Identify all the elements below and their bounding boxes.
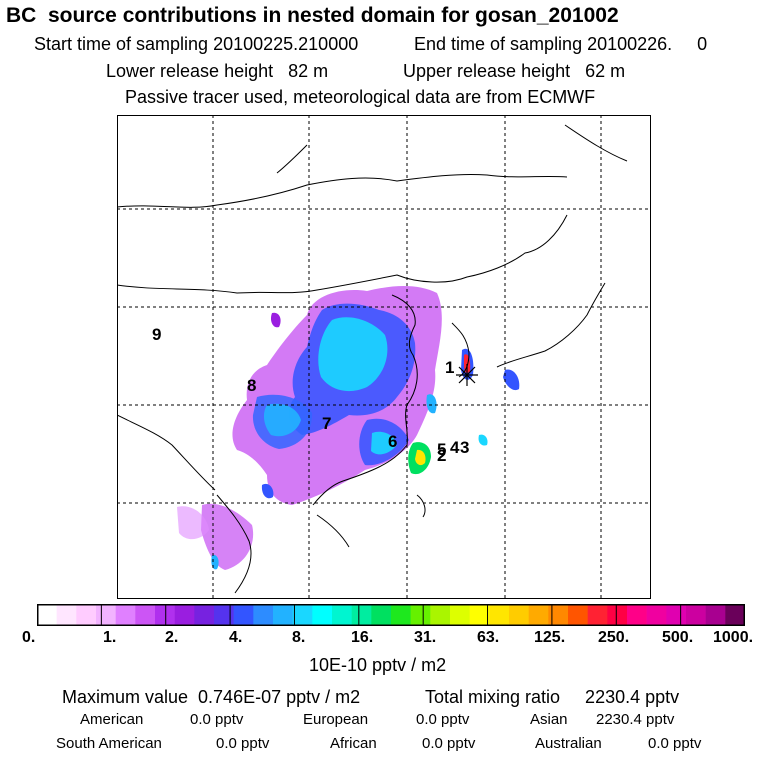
graticule <box>117 115 651 599</box>
american-label: American <box>80 711 144 728</box>
colorbar-frame <box>37 604 745 626</box>
colorbar-swatch <box>666 604 687 626</box>
colorbar-swatch <box>194 604 215 626</box>
contribution-field <box>177 286 520 570</box>
colorbar-swatch <box>174 604 195 626</box>
region-label-9: 9 <box>152 325 161 344</box>
american-value: 0.0 pptv <box>190 711 244 728</box>
colorbar-swatch <box>135 604 156 626</box>
lower-release-height: Lower release height 82 m <box>106 61 329 81</box>
colorbar-units: 10E-10 pptv / m2 <box>309 655 447 675</box>
colorbar-swatch <box>115 604 136 626</box>
european-value: 0.0 pptv <box>416 711 470 728</box>
colorbar-swatch <box>548 604 569 626</box>
region-label-7: 7 <box>322 414 331 433</box>
colorbar-tick-7: 63. <box>477 629 500 646</box>
colorbar-tick-0: 0. <box>22 629 36 646</box>
colorbar-swatch <box>96 604 116 626</box>
total-mixing-ratio: Total mixing ratio 2230.4 pptv <box>425 687 680 707</box>
asian-label: Asian <box>530 711 568 728</box>
region-label-4: 4 <box>450 438 460 457</box>
colorbar-swatch <box>568 604 588 626</box>
colorbar-swatch <box>686 604 706 626</box>
colorbar-swatch <box>646 604 667 626</box>
colorbar-swatch <box>450 604 470 626</box>
colorbar-swatch <box>214 604 234 626</box>
colorbar-swatch <box>391 604 411 626</box>
colorbar-swatch <box>56 604 77 626</box>
colorbar-tick-4: 8. <box>292 629 306 646</box>
colorbar-swatch <box>410 604 431 626</box>
colorbar-swatch <box>509 604 529 626</box>
colorbar-swatch <box>371 604 392 626</box>
colorbar-swatch <box>332 604 352 626</box>
start-time: Start time of sampling 20100225.210000 <box>34 34 359 54</box>
colorbar-tick-11: 1000. <box>713 629 754 646</box>
asterisk-receptor-icon <box>456 364 478 386</box>
colorbar-tick-3: 4. <box>229 629 243 646</box>
colorbar-swatch <box>489 604 510 626</box>
african-value: 0.0 pptv <box>422 735 476 752</box>
maximum-value: Maximum value 0.746E-07 pptv / m2 <box>62 687 361 707</box>
colorbar-swatch <box>76 604 97 626</box>
colorbar-swatch <box>430 604 451 626</box>
page-title: BC source contributions in nested domain… <box>6 4 619 27</box>
european-label: European <box>303 711 369 728</box>
colorbar-swatch <box>273 604 293 626</box>
region-label-8: 8 <box>247 376 256 395</box>
colorbar-tick-10: 500. <box>662 629 694 646</box>
colorbar-tick-1: 1. <box>103 629 117 646</box>
colorbar-tick-5: 16. <box>351 629 374 646</box>
upper-release-height: Upper release height 62 m <box>403 61 626 81</box>
tracer-note: Passive tracer used, meteorological data… <box>125 87 596 107</box>
colorbar-swatch <box>627 604 647 626</box>
colorbar-swatch <box>351 604 372 626</box>
end-time: End time of sampling 20100226. 0 <box>414 34 708 54</box>
source-contribution-map: 1 2 3 4 5 6 7 8 9 <box>117 115 651 599</box>
colorbar-swatch <box>155 604 175 626</box>
colorbar-swatch <box>233 604 254 626</box>
australian-label: Australian <box>535 735 602 752</box>
colorbar-swatch <box>469 604 490 626</box>
colorbar-swatch <box>37 604 57 626</box>
colorbar-swatch <box>253 604 274 626</box>
colorbar <box>37 604 745 626</box>
region-label-1: 1 <box>445 358 454 377</box>
colorbar-tick-6: 31. <box>414 629 437 646</box>
region-label-2: 2 <box>437 446 446 465</box>
south-american-value: 0.0 pptv <box>216 735 270 752</box>
african-label: African <box>330 735 377 752</box>
colorbar-swatch <box>292 604 313 626</box>
colorbar-swatch <box>587 604 608 626</box>
region-label-3: 3 <box>460 438 469 457</box>
colorbar-tick-8: 125. <box>534 629 566 646</box>
australian-value: 0.0 pptv <box>648 735 702 752</box>
colorbar-swatch <box>705 604 726 626</box>
colorbar-swatch <box>725 604 745 626</box>
colorbar-swatch <box>607 604 628 626</box>
region-label-5: 5 <box>437 440 446 459</box>
colorbar-swatch <box>528 604 549 626</box>
region-label-6: 6 <box>388 432 397 451</box>
asian-value: 2230.4 pptv <box>596 711 675 728</box>
colorbar-tick-2: 2. <box>165 629 179 646</box>
colorbar-tick-9: 250. <box>598 629 630 646</box>
colorbar-swatch <box>312 604 333 626</box>
south-american-label: South American <box>56 735 162 752</box>
